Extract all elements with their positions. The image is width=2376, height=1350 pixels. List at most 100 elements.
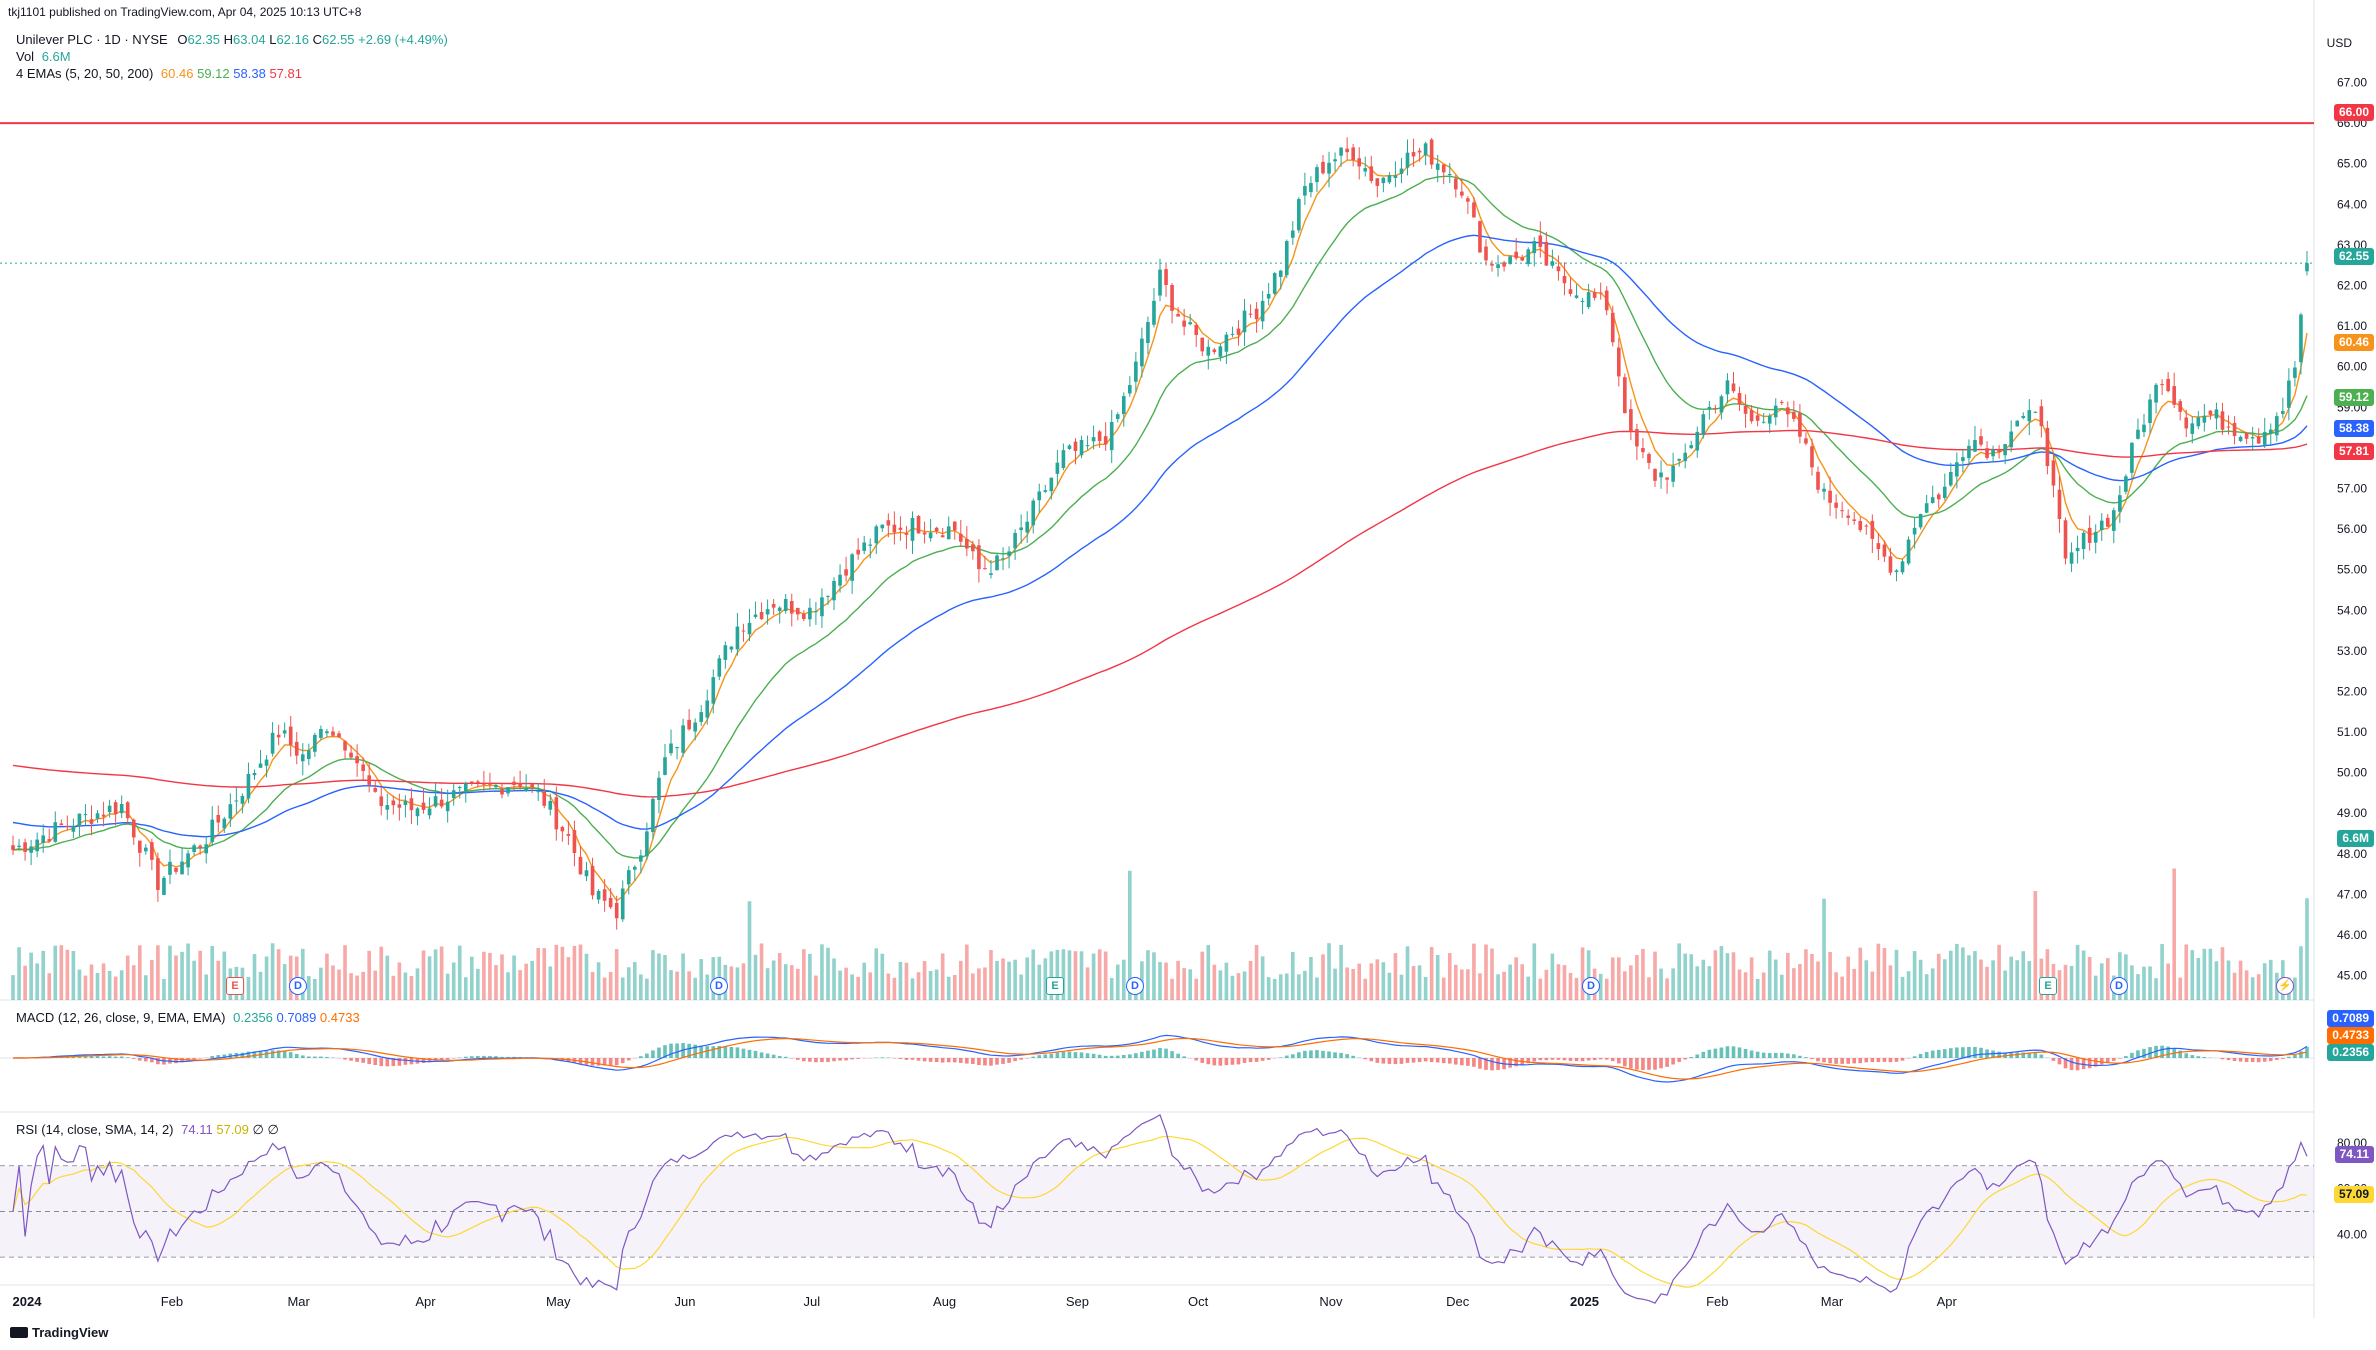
volume-bar [1822, 898, 1826, 1000]
macd-histogram-bar [1689, 1057, 1694, 1058]
macd-histogram-bar [1671, 1058, 1675, 1065]
volume-bar [602, 977, 607, 1000]
candle-body [2118, 495, 2122, 512]
macd-histogram-bar [663, 1045, 667, 1058]
currency-label[interactable]: USD [2326, 36, 2352, 50]
macd-histogram-bar [1490, 1058, 1494, 1071]
macd-histogram-bar [1218, 1058, 1223, 1066]
volume-bar [1188, 969, 1192, 1000]
candle-body [65, 825, 70, 827]
candle-body [977, 545, 981, 570]
volume-bar [1725, 953, 1730, 1000]
macd-histogram-bar [1176, 1053, 1180, 1058]
candle-body [1864, 525, 1869, 527]
rsi-label: RSI (14, close, SMA, 14, 2) [16, 1122, 174, 1137]
candle-body [1598, 292, 1603, 294]
rsi-line [12, 1114, 2308, 1304]
volume-bar [1345, 967, 1349, 1000]
volume-bar [1254, 944, 1259, 1000]
candle-body [1369, 166, 1374, 181]
candle-body [2281, 411, 2285, 414]
macd-histogram-bar [1942, 1049, 1947, 1058]
volume-bar [995, 961, 999, 1000]
macd-histogram-bar [1224, 1058, 1229, 1066]
macd-histogram-bar [397, 1058, 402, 1066]
volume-bar [1103, 951, 1108, 1000]
macd-histogram-bar [1719, 1047, 1724, 1058]
macd-histogram-bar [198, 1058, 202, 1059]
dividend-marker[interactable]: D [710, 977, 728, 995]
time-tick-label: Mar [1821, 1294, 1844, 1309]
macd-legend[interactable]: MACD (12, 26, close, 9, EMA, EMA) 0.2356… [16, 1009, 360, 1026]
dividend-marker[interactable]: D [1582, 977, 1600, 995]
macd-histogram-bar [463, 1056, 468, 1058]
rsi-legend[interactable]: RSI (14, close, SMA, 14, 2) 74.11 57.09 … [16, 1121, 279, 1138]
candle-body [1447, 174, 1452, 176]
macd-histogram-bar [1411, 1058, 1416, 1063]
volume-bar [916, 972, 921, 1000]
candle-body [1435, 163, 1440, 170]
macd-histogram-bar [343, 1058, 347, 1060]
candle-body [1218, 346, 1223, 357]
earnings-marker[interactable]: E [1046, 977, 1064, 995]
ohlc-l-label: L [269, 32, 277, 47]
symbol-line[interactable]: Unilever PLC · 1D · NYSE [16, 32, 168, 47]
candle-body [983, 568, 987, 570]
volume-bar [2027, 961, 2032, 1000]
volume-bar [759, 943, 764, 1000]
macd-histogram-bar [1248, 1058, 1253, 1063]
macd-histogram-bar [1363, 1058, 1368, 1060]
macd-histogram-bar [802, 1058, 806, 1062]
candle-body [101, 814, 106, 817]
dividend-marker[interactable]: D [289, 977, 307, 995]
legend-volume[interactable]: Vol 6.6M [16, 48, 71, 65]
candle-body [397, 804, 402, 808]
macd-histogram-bar [2051, 1058, 2056, 1061]
candle-body [1858, 521, 1863, 531]
volume-bar [898, 961, 903, 1000]
volume-bar [361, 971, 365, 1000]
macd-histogram-bar [1701, 1051, 1706, 1058]
candle-body [156, 858, 160, 890]
dividend-marker[interactable]: D [1126, 977, 1144, 995]
macd-histogram-bar [771, 1054, 776, 1058]
volume-bar [2202, 948, 2207, 1000]
price-tick-label: 60.00 [2337, 360, 2367, 374]
candle-body [2021, 415, 2026, 419]
volume-bar [560, 946, 565, 1000]
candle-body [1665, 477, 1669, 480]
volume-bar [2196, 957, 2201, 1000]
dividend-marker[interactable]: D [2110, 977, 2128, 995]
volume-bar [1653, 951, 1657, 1000]
time-tick-label: Dec [1446, 1294, 1470, 1309]
candle-body [1936, 494, 1941, 500]
volume-bar [500, 954, 504, 1000]
macd-histogram-bar [777, 1055, 782, 1058]
macd-histogram-bar [2087, 1058, 2092, 1069]
candle-body [1713, 407, 1718, 409]
volume-bar [1894, 949, 1899, 1000]
candle-body [53, 822, 58, 842]
earnings-marker[interactable]: E [2039, 977, 2057, 995]
volume-bar [1991, 960, 1995, 1000]
volume-bar [1556, 964, 1561, 1000]
candle-body [989, 573, 993, 575]
volume-bar [1786, 952, 1790, 1000]
legend-emas[interactable]: 4 EMAs (5, 20, 50, 200) 60.46 59.12 58.3… [16, 65, 302, 82]
lightning-icon[interactable]: ⚡ [2276, 977, 2294, 995]
macd-histogram-bar [1659, 1058, 1663, 1069]
candle-body [693, 722, 697, 732]
volume-bar [826, 947, 830, 1000]
candle-body [288, 726, 293, 745]
volume-bar [1568, 972, 1573, 1000]
ema50-tag: 58.38 [2333, 420, 2374, 437]
volume-bar [1435, 954, 1440, 1000]
candle-body [1121, 396, 1126, 415]
tradingview-logo[interactable]: TradingView [10, 1325, 108, 1340]
earnings-marker[interactable]: E [226, 977, 244, 995]
macd-histogram-bar [1375, 1058, 1380, 1063]
macd-histogram-bar [1912, 1056, 1917, 1058]
volume-bar [1719, 946, 1724, 1000]
ema50-value: 58.38 [233, 66, 266, 81]
